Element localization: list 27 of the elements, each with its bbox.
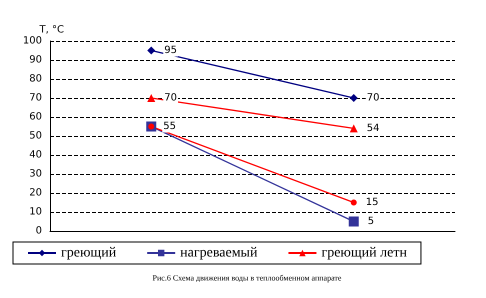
point	[350, 200, 357, 206]
y-tick-label: 70	[29, 92, 42, 104]
point	[350, 94, 358, 102]
y-tick-label: 0	[36, 226, 42, 236]
data-label: 95	[164, 45, 177, 56]
data-label: 15	[366, 197, 378, 208]
y-axis-title: T, °C	[38, 24, 64, 36]
y-tick-label: 40	[29, 150, 42, 160]
text: Рис.6 Схема движения воды в теплообменном аппарате	[152, 274, 342, 282]
y-tick-label: 20	[29, 188, 42, 198]
data-label: 55	[163, 121, 176, 132]
y-tick-label: 30	[29, 168, 42, 180]
point	[348, 216, 359, 226]
legend-label: нагреваемый	[180, 246, 258, 260]
data-label: 5	[368, 216, 374, 227]
y-tick-label: 80	[29, 74, 42, 84]
data-label: 70	[164, 92, 177, 104]
data-label: 70	[366, 92, 380, 104]
point	[147, 46, 156, 54]
legend-label: греющий летн	[321, 246, 408, 260]
y-tick-label: 60	[29, 112, 42, 122]
y-tick-label: 50	[29, 130, 42, 142]
legend-label: греющий	[61, 246, 117, 260]
y-tick-label: 10	[29, 206, 42, 218]
y-tick-label: 100	[22, 36, 42, 46]
data-label: 54	[366, 122, 380, 134]
y-tick-label: 90	[29, 54, 42, 66]
